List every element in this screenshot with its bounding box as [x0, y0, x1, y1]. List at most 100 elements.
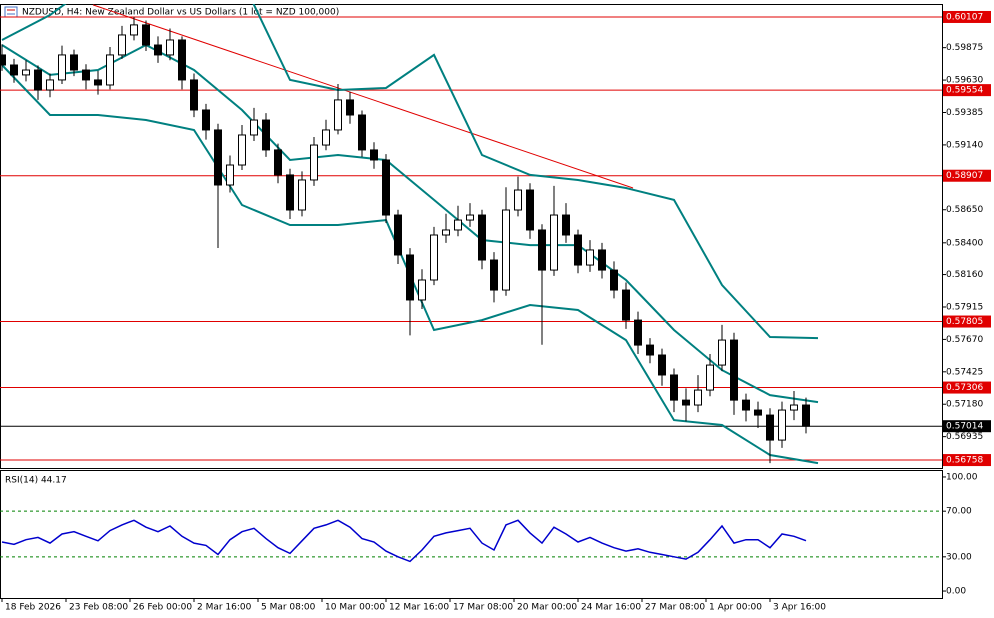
x-tick-label: 5 Mar 08:00 [261, 603, 316, 613]
last-price-box [943, 420, 991, 433]
candle-body [634, 319, 642, 346]
trendline [92, 4, 634, 189]
candle-body [718, 339, 726, 366]
last-price-label: 0.57014 [946, 422, 983, 432]
x-tick-label: 12 Mar 16:00 [389, 603, 449, 613]
candle-body [646, 344, 654, 356]
candle-body [46, 79, 54, 91]
y-tick-label: 0.57915 [946, 302, 983, 312]
x-tick-label: 24 Mar 16:00 [581, 603, 641, 613]
candle-body [730, 339, 738, 401]
x-tick-label: 26 Feb 00:00 [133, 603, 192, 613]
candle-body [310, 144, 318, 181]
candle-body [778, 409, 786, 441]
candle-body [562, 214, 570, 236]
candle-body [406, 254, 414, 301]
candle-body [274, 149, 282, 176]
candle-body [0, 54, 6, 66]
candle-body [526, 189, 534, 231]
x-tick-label: 27 Mar 08:00 [645, 603, 705, 613]
candle-body [286, 174, 294, 211]
x-tick-label: 20 Mar 00:00 [517, 603, 577, 613]
y-tick-label: 0.58400 [946, 238, 983, 248]
candle-body [538, 229, 546, 271]
y-tick-label: 0.57425 [946, 367, 983, 377]
candle-body [130, 24, 138, 36]
candle-body [70, 54, 78, 71]
candle-body [586, 249, 594, 266]
candle-body [370, 149, 378, 161]
y-tick-label: 0.59385 [946, 108, 983, 118]
candle-body [610, 269, 618, 291]
rsi-line [1, 519, 807, 563]
x-tick-label: 3 Apr 16:00 [773, 603, 826, 613]
candle-body [226, 164, 234, 186]
candle-body [178, 39, 186, 81]
band-upper [1, 4, 819, 340]
y-tick-label: 0.57180 [946, 400, 983, 410]
symbol-icon [4, 6, 18, 18]
candle-body [502, 209, 510, 291]
candle-body [742, 399, 750, 411]
candle-body [802, 404, 810, 427]
candle-body [754, 409, 762, 416]
candle-body [154, 44, 162, 56]
main-plot [0, 4, 942, 465]
candle-body [322, 129, 330, 146]
level-label-box [943, 10, 991, 23]
y-tick-label: 0.58160 [946, 270, 983, 280]
y-tick-label: 0.56935 [946, 432, 983, 442]
candle-body [106, 54, 114, 86]
x-tick-label: 17 Mar 08:00 [453, 603, 513, 613]
candle-body [766, 414, 774, 441]
candle-body [454, 219, 462, 231]
level-label: 0.60107 [946, 12, 983, 22]
level-label: 0.57306 [946, 383, 983, 393]
candle-body [694, 389, 702, 406]
band-middle [1, 43, 819, 404]
candle-body [214, 129, 222, 186]
x-tick-label: 18 Feb 2026 [5, 603, 61, 613]
rsi-title: RSI(14) 44.17 [5, 476, 67, 486]
candle-body [622, 289, 630, 321]
candle-body [10, 64, 18, 76]
candle-body [706, 364, 714, 391]
candle-body [250, 119, 258, 136]
candle-body [394, 214, 402, 256]
candle-body [550, 214, 558, 271]
y-tick-label: 0.59875 [946, 43, 983, 53]
level-label: 0.57805 [946, 317, 983, 327]
level-label-box [943, 315, 991, 328]
candle-body [658, 354, 666, 376]
candle-body [430, 234, 438, 281]
level-label: 0.58907 [946, 171, 983, 181]
candle-body [34, 69, 42, 91]
candle-body [382, 159, 390, 216]
x-tick-label: 2 Mar 16:00 [197, 603, 252, 613]
candle-body [202, 109, 210, 131]
chart-title: NZDUSD, H4: New Zealand Dollar vs US Dol… [22, 8, 339, 18]
level-label-box [943, 381, 991, 394]
level-label: 0.59554 [946, 86, 983, 96]
candle-body [790, 404, 798, 411]
level-label-box [943, 84, 991, 97]
candle-body [478, 214, 486, 261]
candle-body [670, 374, 678, 401]
axes: 18 Feb 2026 23 Feb 08:00 26 Feb 00:00 2 Mar… [1, 10, 991, 613]
y-tick-label: 0.00 [946, 587, 966, 597]
y-tick-label: 0.58650 [946, 205, 983, 215]
candle-body [190, 79, 198, 111]
candle-body [442, 229, 450, 236]
candle-body [346, 99, 354, 116]
rsi-frame [0, 470, 943, 599]
candle-body [166, 39, 174, 56]
x-tick-label: 1 Apr 00:00 [709, 603, 762, 613]
candle-body [418, 279, 426, 301]
candle-body [682, 399, 690, 406]
main-frame [0, 4, 943, 469]
candle-body [334, 99, 342, 131]
candle-body [298, 179, 306, 211]
y-tick-label: 0.59630 [946, 76, 983, 86]
candle-body [598, 249, 606, 271]
